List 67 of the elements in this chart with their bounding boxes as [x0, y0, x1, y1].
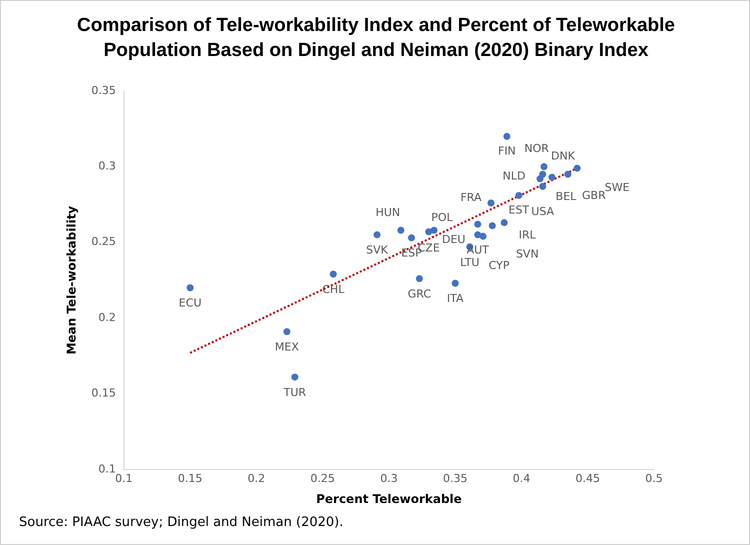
- point: [474, 220, 482, 228]
- annotation: DEU: [442, 233, 466, 246]
- annotation: ITA: [446, 292, 464, 306]
- annotation: TUR: [282, 386, 306, 399]
- annotation: SVK: [366, 244, 389, 257]
- point: [291, 374, 298, 381]
- point: [480, 232, 487, 240]
- annotation: POL: [431, 211, 454, 224]
- annotation: DNK: [551, 150, 576, 163]
- annotation: CHL: [322, 283, 346, 296]
- annotation: HUN: [376, 206, 400, 220]
- annotation: LTU: [460, 256, 480, 269]
- x-tick-label: 0.3: [380, 472, 398, 485]
- y-tick-label: 0.1: [98, 462, 116, 476]
- point: [452, 280, 459, 287]
- point: [540, 163, 548, 170]
- point: [397, 226, 404, 234]
- x-tick-label: 0.45: [575, 472, 600, 485]
- annotation: GRC: [408, 288, 432, 301]
- annotation: USA: [531, 205, 555, 218]
- point: [430, 226, 438, 234]
- annotation: AUT: [466, 244, 490, 257]
- x-tick-label: 0.25: [310, 472, 335, 485]
- point: [548, 174, 556, 181]
- y-tick-label: 0.25: [91, 235, 116, 248]
- annotation: BEL: [556, 190, 578, 204]
- annotation: CYP: [488, 259, 510, 272]
- annotation: SVN: [516, 248, 539, 261]
- point: [374, 231, 381, 238]
- point: [186, 284, 194, 292]
- point: [536, 175, 544, 182]
- point: [330, 270, 337, 278]
- annotation: FRA: [460, 190, 482, 204]
- point: [488, 222, 496, 230]
- x-tick-label: 0.4: [512, 472, 530, 485]
- chart-title: Comparison of Tele-workability Index and Percent of Teleworkable Population Based on Dingel and Neiman (2020) Binary Index: [76, 14, 676, 63]
- annotation: EST: [508, 203, 530, 216]
- point: [515, 192, 522, 199]
- annotation: MEX: [274, 340, 300, 354]
- x-axis-title: Percent Teleworkable: [316, 492, 462, 506]
- source-note: Source: PIAAC survey; Dingel and Neiman (2020).: [19, 515, 344, 530]
- y-axis-title: Mean Tele-workability: [64, 206, 78, 355]
- annotation: NOR: [524, 142, 550, 156]
- x-tick-label: 0.2: [248, 472, 266, 485]
- point: [574, 164, 581, 172]
- point: [500, 219, 508, 226]
- x-tick-label: 0.5: [645, 472, 663, 485]
- y-tick-label: 0.2: [98, 310, 116, 324]
- annotation: GBR: [582, 189, 606, 202]
- point: [564, 170, 572, 178]
- point: [503, 132, 510, 140]
- x-tick-label: 0.35: [442, 472, 468, 485]
- annotation: NLD: [502, 170, 526, 183]
- x-tick-label: 0.15: [178, 472, 202, 485]
- point: [539, 182, 546, 190]
- y-tick-label: 0.35: [91, 84, 116, 97]
- point: [408, 234, 415, 242]
- annotation: SWE: [604, 181, 630, 194]
- y-tick-label: 0.3: [98, 160, 116, 173]
- point: [487, 200, 494, 207]
- y-tick-label: 0.15: [91, 386, 116, 400]
- annotation: FIN: [498, 144, 516, 158]
- point: [416, 275, 423, 282]
- annotation: ECU: [178, 296, 202, 310]
- x-tick-label: 0.1: [115, 472, 133, 485]
- point: [283, 328, 290, 336]
- annotation: IRL: [518, 228, 537, 242]
